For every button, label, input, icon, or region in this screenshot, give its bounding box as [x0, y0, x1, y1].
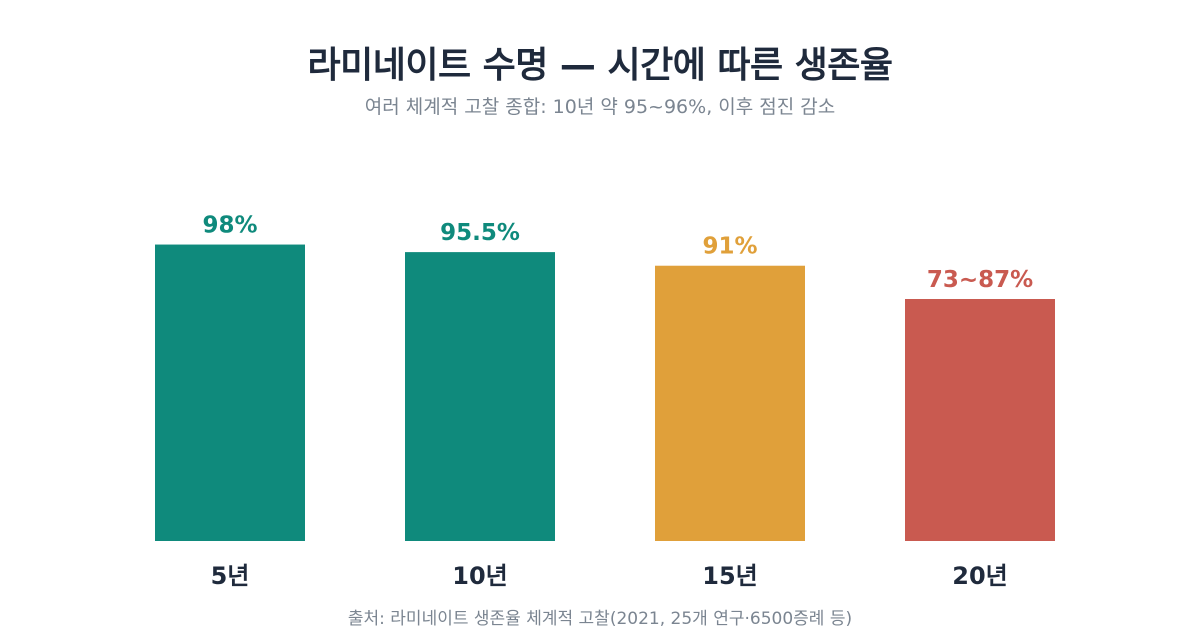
x-tick-label-4: 20년 [952, 562, 1007, 590]
bar-1 [155, 244, 305, 542]
bar-3 [655, 265, 805, 541]
bar-chart: 98% 5년 95.5% 10년 91% 15년 73~87% 20년 [155, 213, 1055, 590]
x-tick-label-3: 15년 [702, 562, 757, 590]
bar-value-label-1: 98% [202, 213, 257, 239]
bar-2 [405, 252, 555, 542]
x-tick-label-1: 5년 [211, 562, 250, 590]
bar-value-label-2: 95.5% [440, 220, 520, 246]
chart-source-note: 출처: 라미네이트 생존율 체계적 고찰(2021, 25개 연구·6500증례… [347, 609, 853, 629]
bar-value-label-3: 91% [702, 234, 757, 260]
chart-title: 라미네이트 수명 — 시간에 따른 생존율 [307, 45, 893, 86]
bar-value-label-4: 73~87% [927, 267, 1033, 293]
chart-subtitle: 여러 체계적 고찰 종합: 10년 약 95~96%, 이후 점진 감소 [364, 96, 836, 118]
x-tick-label-2: 10년 [452, 562, 507, 590]
bar-4 [905, 299, 1055, 541]
